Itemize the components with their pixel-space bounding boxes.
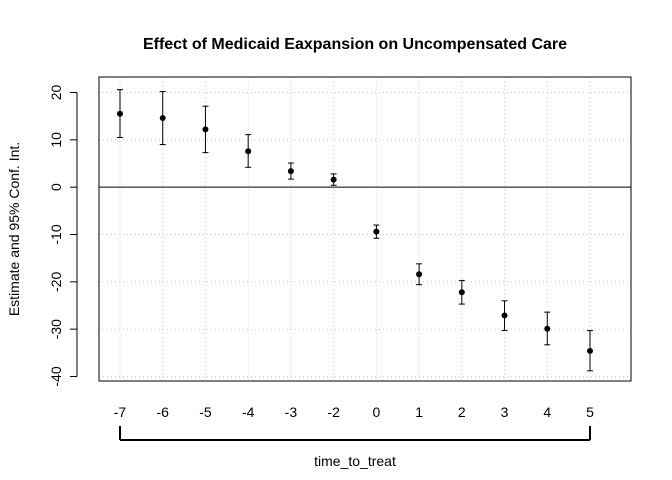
x-tick-label: -3 (285, 404, 298, 420)
estimate-point (117, 110, 123, 117)
y-tick-label: -40 (48, 366, 64, 386)
y-tick-label: -10 (48, 224, 64, 244)
estimate-point (458, 289, 465, 296)
estimate-point (587, 347, 593, 354)
y-axis: 20 10 0 -10 -20 -30 -40 (48, 85, 78, 387)
x-tick-label: 1 (415, 404, 423, 420)
estimate-point (544, 325, 551, 332)
error-bars (117, 89, 593, 372)
y-tick-label: 20 (48, 85, 64, 101)
estimate-point (330, 176, 337, 183)
estimate-point (245, 148, 252, 155)
estimate-point (287, 168, 294, 175)
plot-frame (98, 76, 632, 382)
estimate-point (159, 115, 166, 122)
y-tick-label: 10 (48, 132, 64, 148)
x-tick-label: 5 (586, 404, 594, 420)
estimate-point (202, 126, 209, 133)
x-tick-label: 2 (458, 404, 466, 420)
y-tick-label: -30 (48, 319, 64, 339)
x-axis: -7 -6 -5 -4 -3 -2 0 1 2 3 4 5 (114, 404, 594, 441)
x-tick-label: 0 (372, 404, 380, 420)
chart-title: Effect of Medicaid Eaxpansion on Uncompe… (143, 36, 567, 53)
x-tick-label: -2 (327, 404, 340, 420)
y-tick-label: -20 (48, 272, 64, 292)
estimate-point (373, 228, 380, 235)
x-tick-label: 3 (501, 404, 509, 420)
y-tick-label: 0 (48, 183, 64, 191)
y-axis-label: Estimate and 95% Conf. Int. (6, 142, 22, 316)
data-points (117, 110, 593, 354)
x-tick-label: -5 (199, 404, 212, 420)
x-tick-label: 4 (543, 404, 551, 420)
estimate-point (416, 271, 423, 278)
x-tick-label: -6 (157, 404, 170, 420)
grid (99, 77, 631, 381)
x-axis-label: time_to_treat (314, 453, 396, 469)
x-tick-label: -4 (242, 404, 255, 420)
x-tick-label: -7 (114, 404, 127, 420)
estimate-point (501, 312, 508, 319)
